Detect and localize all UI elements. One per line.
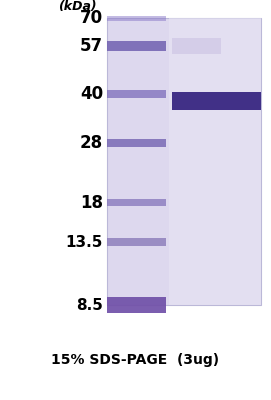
Text: 57: 57 xyxy=(80,37,103,55)
Text: 28: 28 xyxy=(80,134,103,152)
Bar xyxy=(172,38,221,54)
Text: 18: 18 xyxy=(80,194,103,212)
Text: 13.5: 13.5 xyxy=(66,234,103,250)
Text: 15% SDS-PAGE  (3ug): 15% SDS-PAGE (3ug) xyxy=(51,353,220,367)
Bar xyxy=(107,90,166,98)
Bar xyxy=(172,92,261,110)
Text: 40: 40 xyxy=(80,85,103,103)
Bar xyxy=(107,297,166,313)
Bar xyxy=(107,238,166,246)
Text: (kDa): (kDa) xyxy=(58,0,97,13)
Bar xyxy=(107,18,261,305)
Text: 8.5: 8.5 xyxy=(76,298,103,312)
Bar xyxy=(107,139,166,147)
Bar xyxy=(107,16,166,20)
Text: 70: 70 xyxy=(80,9,103,27)
Bar xyxy=(107,199,166,206)
Bar xyxy=(169,18,261,305)
Bar xyxy=(107,41,166,51)
